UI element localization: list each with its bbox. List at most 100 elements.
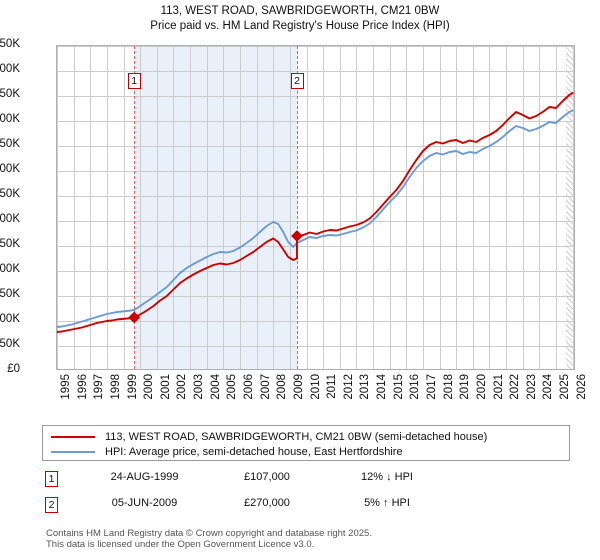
x-tick-label: 2020 — [475, 374, 488, 400]
gridline-horizontal — [57, 271, 574, 272]
y-tick-label: £400K — [0, 163, 20, 175]
gridline-vertical — [489, 46, 490, 369]
event-hpi-delta-2: 5% ↑ HPI — [364, 497, 410, 509]
x-tick-label: 2010 — [309, 374, 322, 400]
x-tick-label: 2001 — [159, 374, 172, 400]
x-tick-label: 2022 — [509, 374, 522, 400]
x-tick-label: 2003 — [193, 374, 206, 400]
x-tick-label: 2000 — [143, 374, 156, 400]
y-tick-label: £350K — [0, 188, 20, 200]
table-row[interactable]: 1 24-AUG-1999 £107,000 12% ↓ HPI — [42, 470, 572, 496]
legend-item-hpi[interactable]: HPI: Average price, semi-detached house,… — [51, 443, 403, 461]
legend-item-property[interactable]: 113, WEST ROAD, SAWBRIDGEWORTH, CM21 0BW… — [51, 428, 487, 446]
x-tick-label: 2008 — [276, 374, 289, 400]
gridline-vertical — [290, 46, 291, 369]
y-tick-label: £250K — [0, 238, 20, 250]
y-tick-label: £500K — [0, 113, 20, 125]
event-vline — [134, 46, 136, 369]
gridline-vertical — [406, 46, 407, 369]
x-tick-label: 2007 — [259, 374, 272, 400]
ownership-period-band — [134, 46, 298, 369]
x-tick-label: 2002 — [176, 374, 189, 400]
series-lines — [57, 92, 574, 333]
y-tick-label: £50K — [0, 338, 20, 350]
x-tick-label: 2012 — [342, 374, 355, 400]
event-hpi-delta-1: 12% ↓ HPI — [361, 471, 413, 483]
gridline-horizontal — [57, 96, 574, 97]
x-tick-label: 2014 — [376, 374, 389, 400]
series-line — [57, 92, 574, 333]
y-tick-label: £200K — [0, 263, 20, 275]
x-tick-label: 2025 — [559, 374, 572, 400]
x-tick-label: 2016 — [409, 374, 422, 400]
y-tick-label: £650K — [0, 38, 20, 50]
x-tick-label: 2017 — [425, 374, 438, 400]
y-axis-tick-labels: £0 £50K £100K £150K £200K £250K £300K £350K £400… — [0, 38, 600, 375]
gridline-vertical — [157, 46, 158, 369]
gridline-vertical — [390, 46, 391, 369]
event-badge-in-plot[interactable]: 1 — [127, 73, 141, 89]
chart-title-block: 113, WEST ROAD, SAWBRIDGEWORTH, CM21 0BW… — [0, 4, 600, 34]
legend-label-property: 113, WEST ROAD, SAWBRIDGEWORTH, CM21 0BW… — [105, 431, 488, 443]
gridline-horizontal — [57, 321, 574, 322]
x-tick-label: 2015 — [392, 374, 405, 400]
x-tick-label: 2009 — [292, 374, 305, 400]
x-tick-label: 2024 — [542, 374, 555, 400]
y-tick-label: £300K — [0, 213, 20, 225]
gridline-vertical — [223, 46, 224, 369]
event-date-1: 24-AUG-1999 — [110, 471, 179, 483]
gridline-vertical — [140, 46, 141, 369]
x-tick-label: 2011 — [326, 374, 339, 399]
gridline-vertical — [356, 46, 357, 369]
x-tick-label: 2026 — [575, 374, 588, 400]
legend-swatch-hpi — [51, 451, 95, 453]
table-row[interactable]: 2 05-JUN-2009 £270,000 5% ↑ HPI — [42, 496, 572, 522]
event-badge-2: 2 — [45, 497, 58, 513]
gridline-horizontal — [57, 146, 574, 147]
page-title: 113, WEST ROAD, SAWBRIDGEWORTH, CM21 0BW — [160, 5, 440, 17]
gridline-vertical — [190, 46, 191, 369]
x-tick-label: 2018 — [442, 374, 455, 400]
x-tick-label: 1998 — [109, 374, 122, 400]
gridline-vertical — [90, 46, 91, 369]
gridline-vertical — [57, 46, 58, 369]
x-tick-label: 1997 — [93, 374, 106, 400]
gridline-vertical — [373, 46, 374, 369]
legend-swatch-property — [51, 436, 95, 438]
gridline-vertical — [74, 46, 75, 369]
gridline-vertical — [440, 46, 441, 369]
y-tick-label: £550K — [0, 88, 20, 100]
event-vline — [297, 46, 299, 369]
gridline-horizontal — [57, 246, 574, 247]
gridline-horizontal — [57, 346, 574, 347]
gridline-vertical — [556, 46, 557, 369]
gridline-vertical — [473, 46, 474, 369]
x-tick-label: 1995 — [60, 374, 72, 400]
gridline-vertical — [107, 46, 108, 369]
y-tick-label: £450K — [0, 138, 20, 150]
gridline-vertical — [573, 46, 574, 369]
x-tick-label: 2023 — [525, 374, 538, 400]
copyright-footer: Contains HM Land Registry data © Crown c… — [46, 528, 586, 550]
event-badge-in-plot[interactable]: 2 — [290, 73, 304, 89]
y-tick-label: £150K — [0, 288, 20, 300]
gridline-horizontal — [57, 296, 574, 297]
x-tick-label: 1999 — [126, 374, 139, 400]
footer-line-2: This data is licensed under the Open Gov… — [46, 539, 315, 550]
series-line — [57, 109, 574, 328]
gridline-horizontal — [57, 121, 574, 122]
x-axis-tick-labels: 1995 1996 1997 1998 1999 2000 2001 2002 2003 2004… — [56, 374, 588, 416]
x-tick-label: 1996 — [76, 374, 89, 400]
gridline-vertical — [273, 46, 274, 369]
gridline-vertical — [124, 46, 125, 369]
event-date-2: 05-JUN-2009 — [111, 497, 178, 509]
gridline-horizontal — [57, 221, 574, 222]
footer-line-1: Contains HM Land Registry data © Crown c… — [46, 528, 372, 539]
event-marker[interactable] — [291, 230, 303, 242]
incomplete-data-band — [566, 46, 574, 369]
gridline-vertical — [323, 46, 324, 369]
x-tick-label: 2005 — [226, 374, 239, 400]
gridline-horizontal — [57, 46, 574, 47]
event-badge-1: 1 — [45, 471, 58, 487]
event-marker[interactable] — [128, 311, 141, 324]
